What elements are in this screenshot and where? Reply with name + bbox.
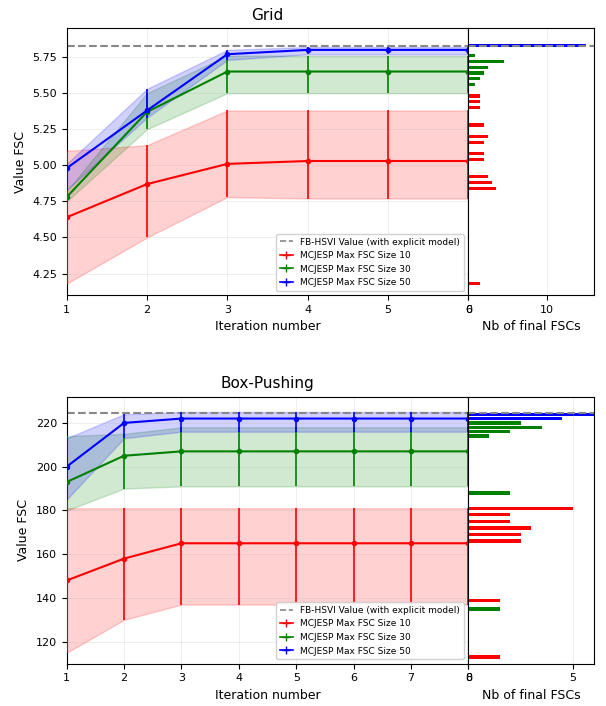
Bar — [468, 187, 496, 190]
Y-axis label: Value FSC: Value FSC — [13, 131, 27, 193]
Bar — [468, 83, 474, 86]
Bar — [468, 527, 531, 530]
Bar — [468, 152, 484, 155]
Bar — [468, 100, 480, 104]
Bar — [468, 430, 510, 433]
Bar — [468, 520, 510, 523]
Bar — [468, 491, 510, 495]
Bar — [468, 412, 594, 416]
Bar — [468, 426, 542, 429]
Bar — [468, 106, 480, 109]
Bar — [468, 520, 510, 523]
Bar — [468, 599, 500, 602]
Title: Box-Pushing: Box-Pushing — [221, 376, 315, 391]
Bar — [468, 175, 488, 179]
Bar — [468, 124, 484, 126]
Bar — [468, 71, 484, 75]
Bar — [468, 533, 521, 536]
X-axis label: Nb of final FSCs: Nb of final FSCs — [482, 321, 581, 333]
Y-axis label: Value FSC: Value FSC — [17, 499, 30, 561]
Bar — [468, 54, 474, 57]
Bar — [468, 44, 586, 47]
Bar — [468, 66, 488, 68]
Bar — [468, 655, 500, 659]
Legend: FB-HSVI Value (with explicit model), MCJESP Max FSC Size 10, MCJESP Max FSC Size: FB-HSVI Value (with explicit model), MCJ… — [276, 234, 464, 291]
Bar — [468, 417, 562, 420]
Bar — [468, 181, 492, 184]
Bar — [468, 507, 573, 510]
Bar — [468, 60, 504, 63]
Bar — [468, 513, 510, 516]
Bar — [468, 95, 474, 97]
X-axis label: Iteration number: Iteration number — [215, 321, 321, 333]
Bar — [468, 95, 480, 97]
Title: Grid: Grid — [251, 8, 284, 23]
Bar — [468, 434, 489, 438]
Bar — [468, 77, 480, 80]
Legend: FB-HSVI Value (with explicit model), MCJESP Max FSC Size 10, MCJESP Max FSC Size: FB-HSVI Value (with explicit model), MCJ… — [276, 602, 464, 659]
Bar — [468, 421, 521, 424]
X-axis label: Nb of final FSCs: Nb of final FSCs — [482, 689, 581, 702]
Bar — [468, 158, 484, 161]
X-axis label: Iteration number: Iteration number — [215, 689, 321, 702]
Bar — [468, 135, 488, 138]
Bar — [468, 607, 500, 611]
Bar — [468, 539, 521, 543]
Bar — [468, 140, 484, 144]
Bar — [468, 282, 480, 285]
